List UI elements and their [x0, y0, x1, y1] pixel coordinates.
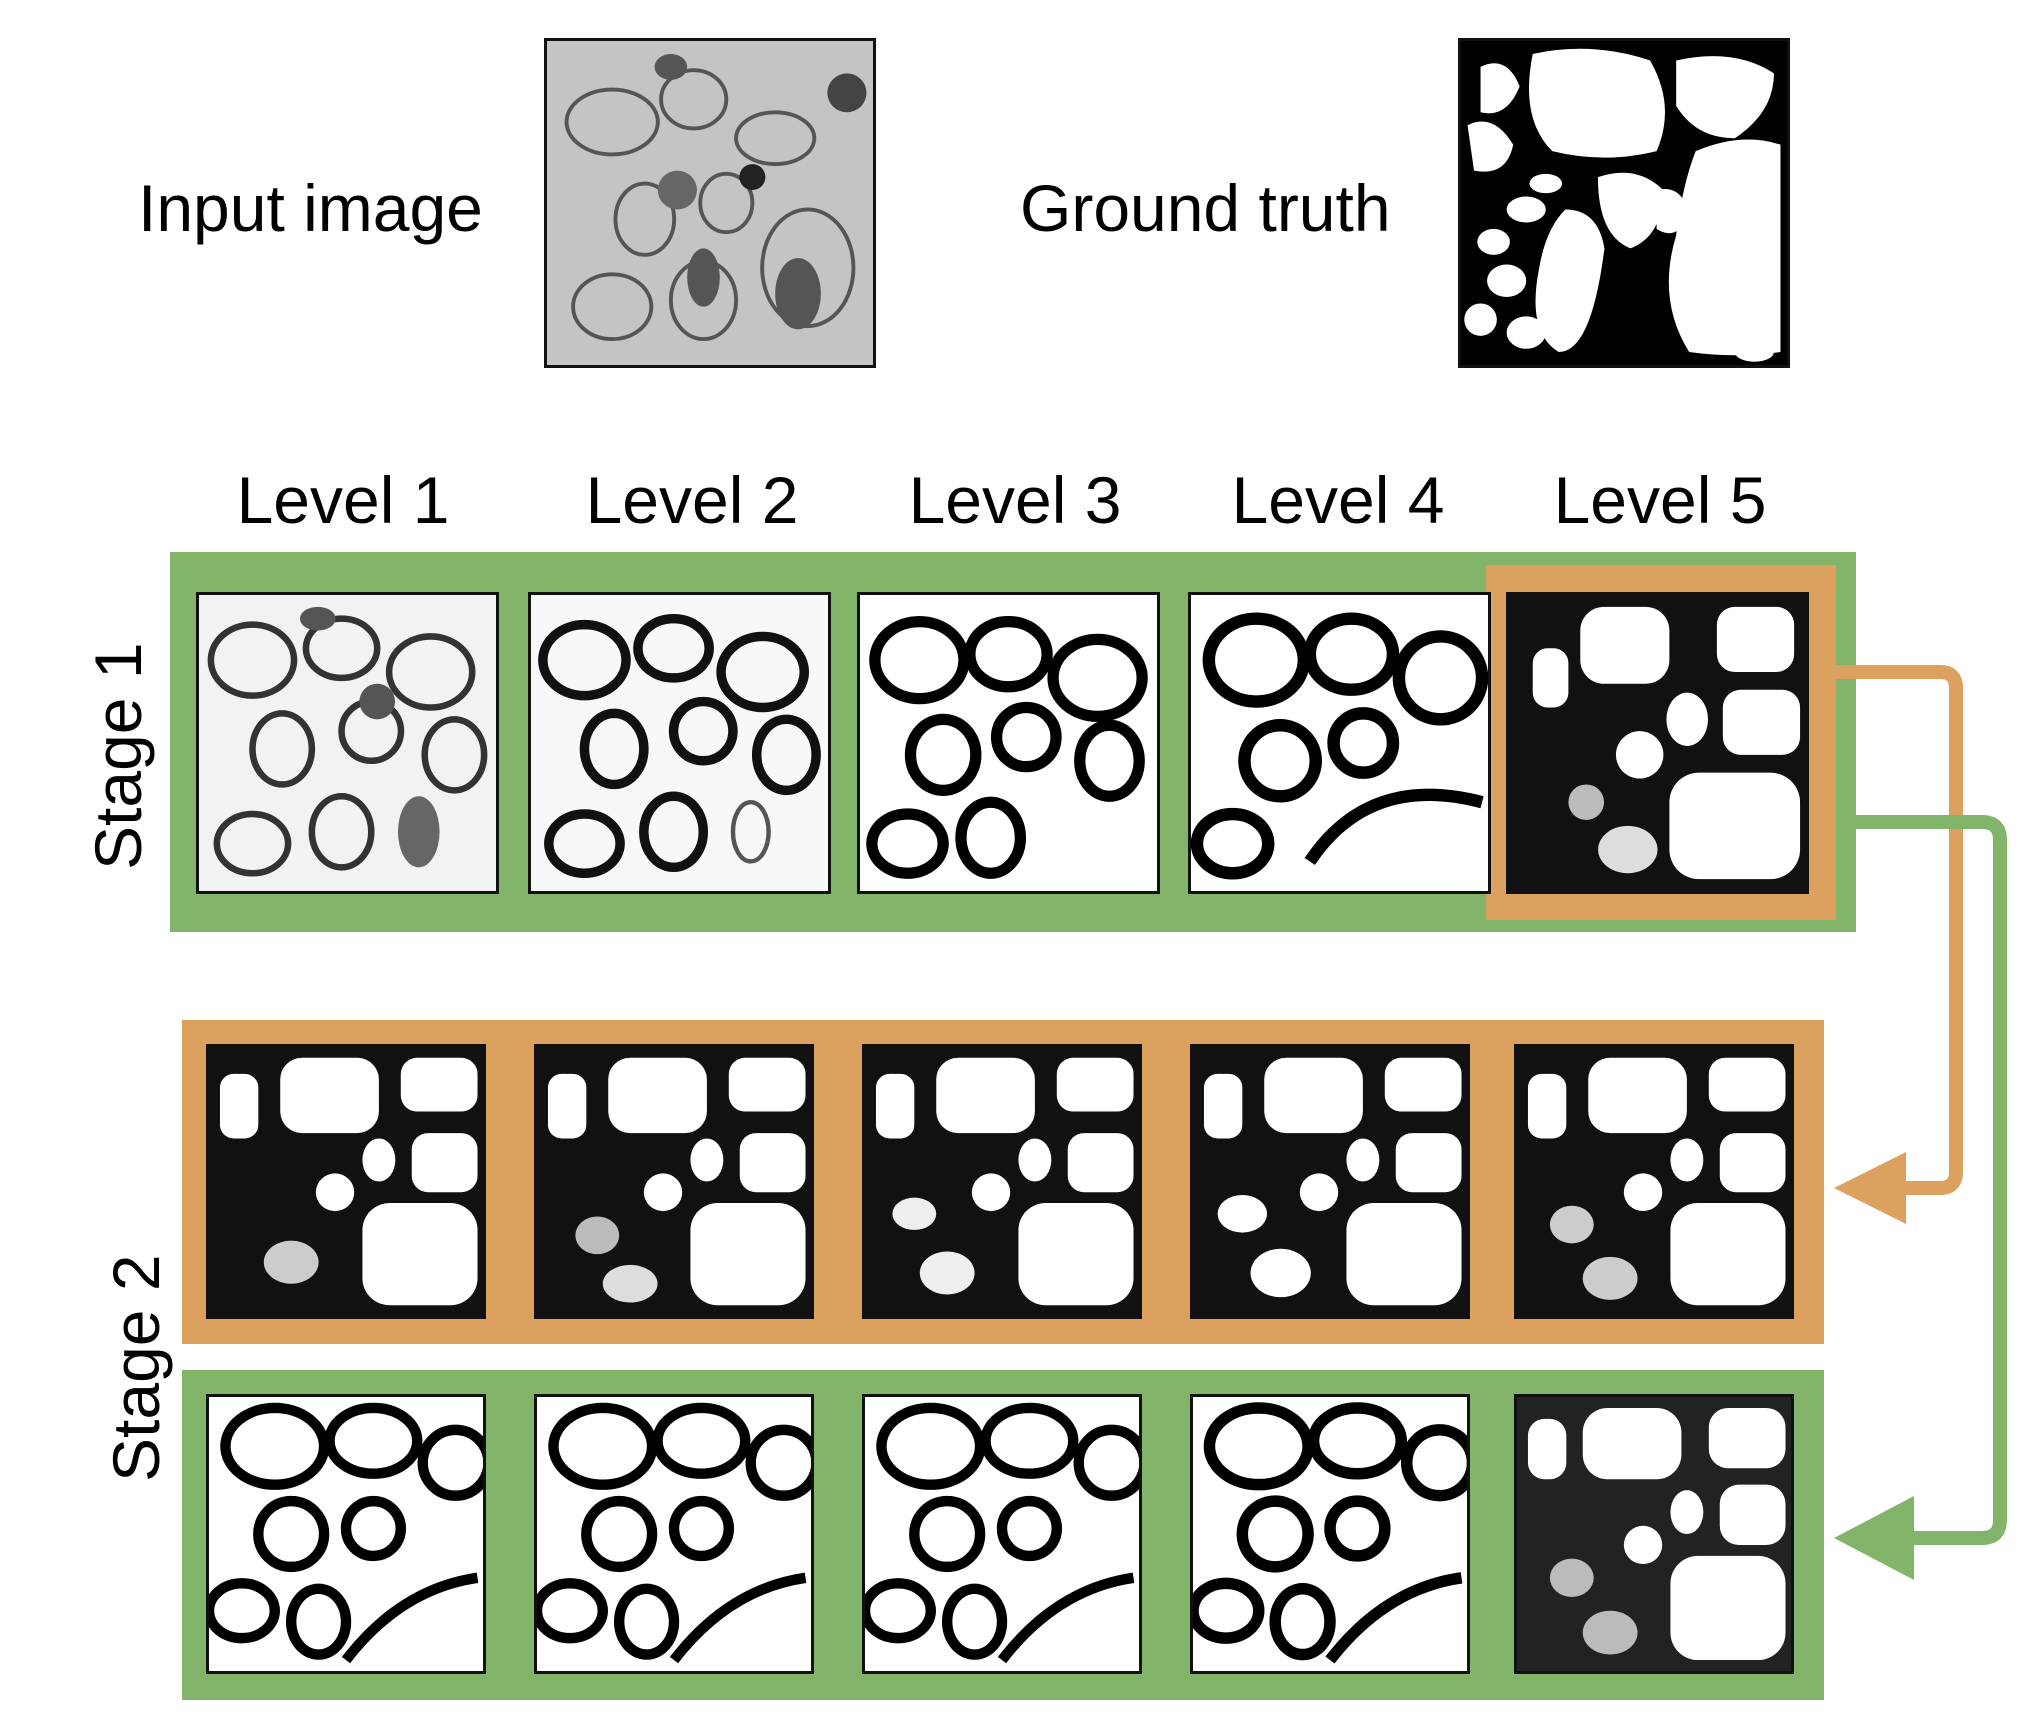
level-label-2: Level 2 — [585, 463, 799, 537]
green-connector-line — [1856, 815, 2007, 1545]
green-arrowhead — [1834, 1496, 1914, 1580]
input-image-label: Input image — [138, 171, 483, 245]
stage-1-level-1-map — [196, 592, 499, 894]
ground-truth-label: Ground truth — [1020, 171, 1391, 245]
stage-2-orange-level-4-map — [1190, 1044, 1470, 1319]
orange-connector-line — [1836, 665, 1963, 1195]
level-label-5: Level 5 — [1553, 463, 1767, 537]
orange-arrowhead — [1834, 1152, 1906, 1224]
level-label-1: Level 1 — [236, 463, 450, 537]
stage-2-orange-level-5-map — [1514, 1044, 1794, 1319]
stage-2-orange-level-2-map — [534, 1044, 814, 1319]
level-label-3: Level 3 — [908, 463, 1122, 537]
stage-1-level-2-map — [528, 592, 831, 894]
stage-2-green-level-5-map — [1514, 1394, 1794, 1674]
stage-1-level-4-map — [1188, 592, 1491, 894]
stage-1-level-5-map — [1506, 592, 1809, 894]
stage-1-level-3-map — [857, 592, 1160, 894]
level-label-4: Level 4 — [1231, 463, 1445, 537]
ground-truth-image — [1458, 38, 1790, 368]
input-image — [544, 38, 876, 368]
stage-2-orange-level-3-map — [862, 1044, 1142, 1319]
stage-2-green-level-4-map — [1190, 1394, 1470, 1674]
stage-2-orange-level-1-map — [206, 1044, 486, 1319]
stage-2-green-level-2-map — [534, 1394, 814, 1674]
stage-2-green-level-1-map — [206, 1394, 486, 1674]
stage-2-green-level-3-map — [862, 1394, 1142, 1674]
